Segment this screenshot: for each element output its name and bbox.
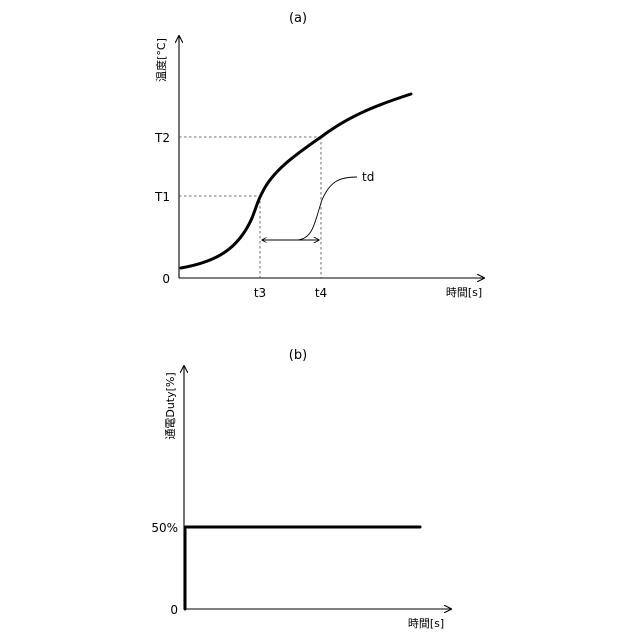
- panel-b: (b) 通電Duty[%] 時間[s] 50% 0: [151, 348, 451, 630]
- panel-b-y-axis-label: 通電Duty[%]: [164, 372, 177, 439]
- y-tick-t2: T2: [154, 131, 170, 145]
- y-tick-t1: T1: [154, 190, 170, 204]
- temperature-curve: [181, 94, 411, 268]
- x-tick-t4: t4: [315, 286, 327, 300]
- y-tick-50-percent: 50%: [151, 521, 178, 535]
- td-label: td: [362, 170, 374, 184]
- x-tick-t3: t3: [254, 286, 266, 300]
- panel-b-x-axis-label: 時間[s]: [408, 617, 444, 630]
- panel-b-caption: (b): [289, 348, 307, 363]
- panel-a: (a) 温度[°C] 時間[s] T2 T1 0 t3 t4 td: [154, 11, 484, 300]
- y-tick-zero: 0: [162, 272, 170, 286]
- panel-a-x-axis-label: 時間[s]: [446, 286, 482, 299]
- td-leader-line: [298, 177, 357, 240]
- panel-a-y-axis-label: 温度[°C]: [154, 38, 168, 82]
- y-tick-zero-b: 0: [170, 603, 178, 617]
- panel-a-caption: (a): [289, 11, 307, 26]
- duty-step-line: [185, 527, 420, 609]
